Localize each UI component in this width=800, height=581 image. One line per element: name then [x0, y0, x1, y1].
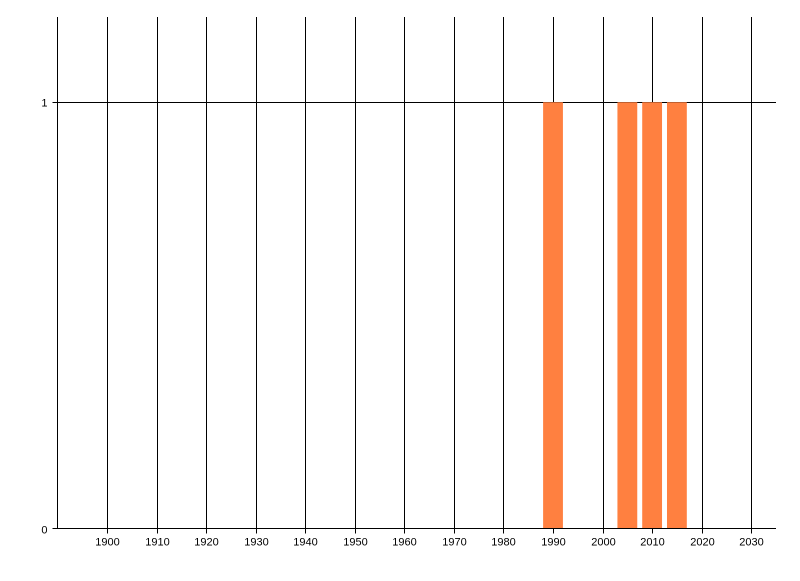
x-tick-label: 2010 [640, 537, 664, 549]
x-tick-label: 2030 [739, 537, 763, 549]
x-tick-label: 1960 [392, 537, 416, 549]
x-tick-label: 1940 [293, 537, 317, 549]
axes [52, 17, 776, 529]
bar-1990 [543, 102, 563, 529]
x-tick-label: 1900 [95, 537, 119, 549]
y-tick-label: 1 [41, 98, 47, 110]
bar-2005 [617, 102, 638, 529]
x-tick-label: 1980 [491, 537, 515, 549]
x-tick-label: 1950 [343, 537, 367, 549]
x-tick-label: 1920 [194, 537, 218, 549]
y-tick-label: 0 [41, 525, 47, 537]
bar-2015 [666, 102, 687, 529]
bars [543, 102, 687, 529]
x-tick-labels: 1900 1910 1920 1930 1940 1950 1960 1970 1980 1990… [95, 537, 763, 549]
x-tick-label: 2020 [690, 537, 714, 549]
x-tick-label: 2000 [591, 537, 615, 549]
x-tick-label: 1910 [145, 537, 169, 549]
x-tick-label: 1990 [541, 537, 565, 549]
x-tick-label: 1930 [244, 537, 268, 549]
y-tick-labels: 01 [41, 98, 47, 537]
bar-2010 [642, 102, 663, 529]
x-tick-label: 1970 [442, 537, 466, 549]
